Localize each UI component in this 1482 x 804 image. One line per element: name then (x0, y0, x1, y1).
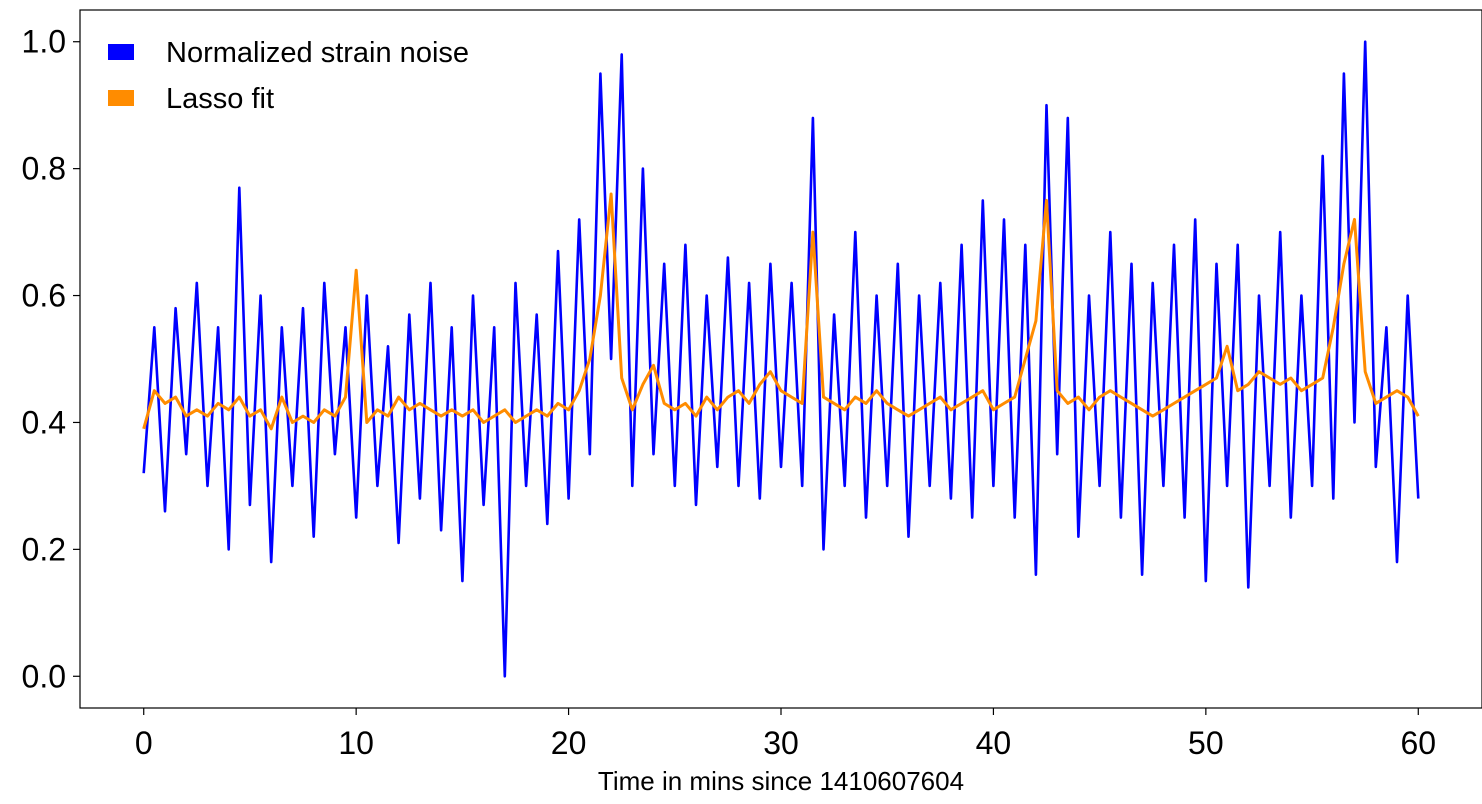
series-line-strain-noise (142, 40, 1420, 678)
y-tick-label: 1.0 (22, 24, 66, 60)
x-axis: 0 10 20 30 40 50 60 (135, 708, 1436, 761)
x-tick-label: 60 (1400, 725, 1436, 761)
y-tick-label: 0.0 (22, 658, 66, 694)
legend-swatch (108, 44, 134, 60)
legend-label: Normalized strain noise (166, 37, 469, 69)
y-tick-label: 0.8 (22, 151, 66, 187)
legend-swatch (108, 90, 134, 106)
series-layer (142, 40, 1420, 678)
x-tick-label: 0 (135, 725, 153, 761)
x-tick-label: 50 (1188, 725, 1224, 761)
y-tick-label: 0.2 (22, 531, 66, 567)
series-line-lasso-fit (142, 192, 1420, 431)
legend-label: Lasso fit (166, 83, 274, 115)
x-tick-label: 10 (338, 725, 374, 761)
x-axis-title: Time in mins since 1410607604 (598, 766, 964, 796)
x-tick-label: 20 (551, 725, 587, 761)
y-tick-label: 0.6 (22, 278, 66, 314)
y-tick-label: 0.4 (22, 404, 66, 440)
legend: Normalized strain noise Lasso fit (108, 37, 469, 115)
y-axis: 0.0 0.2 0.4 0.6 0.8 1.0 (22, 24, 80, 694)
x-tick-label: 30 (763, 725, 799, 761)
x-tick-label: 40 (976, 725, 1012, 761)
